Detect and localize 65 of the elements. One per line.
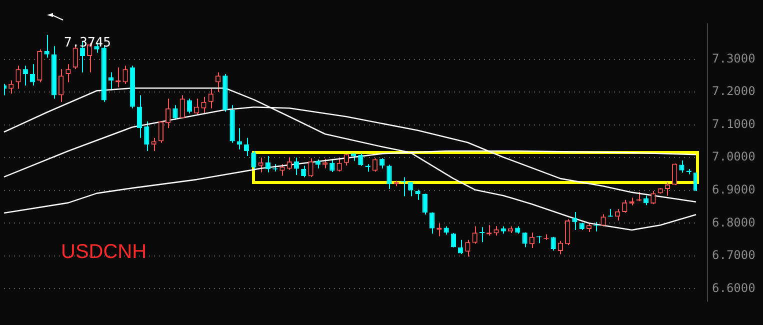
candlestick <box>643 195 649 206</box>
candlestick <box>529 232 534 249</box>
candlestick <box>372 158 378 172</box>
candlestick <box>144 121 150 152</box>
candlestick <box>472 226 478 244</box>
candlestick <box>151 137 156 152</box>
candlestick <box>358 153 364 166</box>
candlestick <box>136 94 142 138</box>
candlestick <box>308 158 314 178</box>
candlestick <box>66 64 71 83</box>
candlestick <box>244 137 250 156</box>
candlestick <box>30 64 36 86</box>
y-tick-label: 7.2000 <box>712 84 756 98</box>
candlestick <box>186 98 192 114</box>
candlestick <box>679 160 684 174</box>
candlestick <box>215 72 221 93</box>
candlestick <box>322 158 328 169</box>
candlestick <box>194 98 200 116</box>
candlestick <box>122 65 128 84</box>
candlestick <box>201 96 206 114</box>
candlestick <box>258 157 264 173</box>
y-tick-label: 6.7000 <box>712 248 756 262</box>
candlestick <box>16 65 21 90</box>
candlestick <box>58 68 64 102</box>
candlestick <box>522 232 528 248</box>
candlestick <box>251 150 256 170</box>
y-tick-label: 6.8000 <box>712 215 756 230</box>
annotation: 7.3745 <box>64 36 111 51</box>
candlestick <box>208 88 214 109</box>
candlestick <box>236 128 242 150</box>
candlestick <box>565 218 570 246</box>
candlestick <box>429 212 435 234</box>
candlestick <box>8 80 14 94</box>
candlestick <box>465 239 470 258</box>
candlestick <box>672 162 678 186</box>
candlestick <box>550 236 556 252</box>
candlestick <box>494 226 499 236</box>
y-tick-label: 7.1000 <box>712 116 756 131</box>
candlestick <box>458 239 464 254</box>
candlestick <box>650 190 656 205</box>
candlestick <box>158 121 164 144</box>
candlestick <box>572 211 578 231</box>
candlestick <box>664 182 670 196</box>
y-tick-label: 6.6000 <box>712 280 756 295</box>
candlestick <box>180 94 185 119</box>
candlestick <box>600 214 606 227</box>
y-tick-label: 6.9000 <box>712 182 756 196</box>
candlestick <box>44 34 50 58</box>
candlestick <box>336 157 342 172</box>
candlestick <box>265 155 271 173</box>
y-tick-label: 7.3000 <box>712 51 756 66</box>
candlestick <box>172 104 178 120</box>
candlestick <box>422 193 428 216</box>
y-tick-label: 7.0000 <box>712 150 756 164</box>
candlestick <box>386 164 392 190</box>
candlestick <box>450 232 456 248</box>
candlestick <box>479 226 485 243</box>
candlestick <box>622 199 628 214</box>
candlestick <box>294 157 300 176</box>
text: USDCNH <box>61 240 147 263</box>
candlestick <box>22 65 28 86</box>
candlestick <box>166 98 171 129</box>
candlestick <box>408 181 414 197</box>
candlestick <box>415 189 420 200</box>
candlestick <box>72 46 78 70</box>
